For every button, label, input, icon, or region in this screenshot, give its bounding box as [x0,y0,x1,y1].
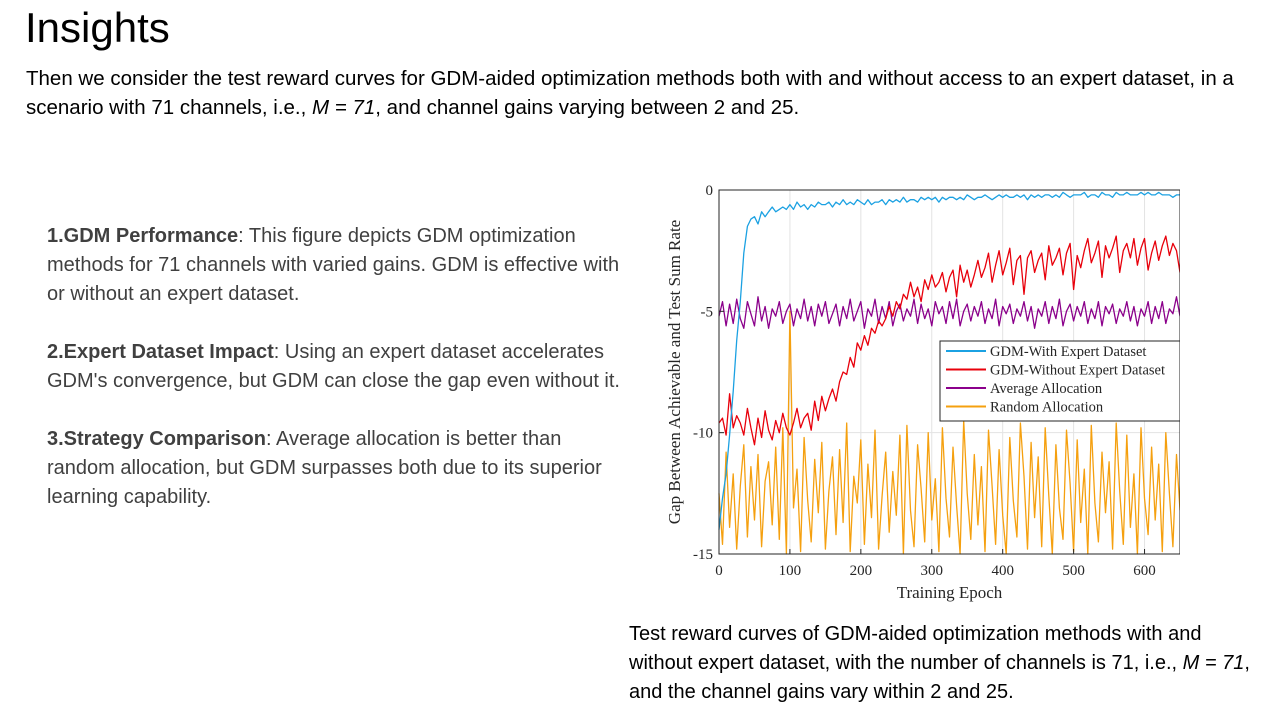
caption-text-end: , and the channel gains vary within 2 an… [629,652,1250,703]
intro-paragraph: Then we consider the test reward curves … [26,64,1236,122]
slide-title: Insights [25,4,170,51]
legend-label-3: Average Allocation [990,381,1103,397]
legend-label-1: GDM-With Expert Dataset [990,344,1146,360]
insight-body: : This figure depicts GDM optimization m… [47,225,620,305]
x-tick-label: 200 [850,563,873,579]
insight-heading: 2.Expert Dataset Impact [47,341,274,363]
x-tick-label: 0 [715,563,723,579]
insight-body: : Average allocation is better than rand… [47,428,602,508]
reward-curve-figure: 0 100 200 300 400 500 600 0 -5 -10 -15 Training Epo… [660,176,1180,608]
insight-point-strategy: 3.Strategy Comparison: Average allocatio… [47,425,622,512]
series-line-1 [718,191,1180,530]
insight-points: 1.GDM Performance: This figure depicts G… [47,222,622,541]
insight-heading: 1.GDM Performance [47,225,239,247]
series-line-3 [718,296,1180,329]
insight-point-expert-dataset: 2.Expert Dataset Impact: Using an expert… [47,338,622,396]
x-tick-label: 600 [1133,563,1156,579]
intro-text-start: Then we consider the test reward curves … [26,67,1234,119]
y-axis-label: Gap Between Achievable and Test Sum Rate [665,220,684,524]
legend-box [939,340,1180,422]
plot-frame [718,189,1180,555]
x-tick-label: 300 [921,563,944,579]
y-tick-label: 0 [706,183,714,199]
x-tick-label: 500 [1062,563,1085,579]
legend-label-2: GDM-Without Expert Dataset [990,363,1165,379]
legend-label-4: Random Allocation [990,400,1104,416]
insight-point-performance: 1.GDM Performance: This figure depicts G… [47,222,622,309]
caption-math: M = 71 [1182,652,1245,674]
insight-heading: 3.Strategy Comparison [47,428,266,450]
series-line-4 [718,310,1180,555]
insight-body: : Using an expert dataset accelerates GD… [47,341,620,392]
x-tick-label: 400 [991,563,1014,579]
intro-math: M = 71 [312,96,376,119]
figure-caption: Test reward curves of GDM-aided optimiza… [629,620,1269,707]
intro-text-end: , and channel gains varying between 2 an… [375,96,800,119]
y-tick-label: -5 [701,304,714,320]
x-axis-label: Training Epoch [897,583,1003,602]
series-line-2 [718,235,1180,446]
y-tick-label: -10 [693,426,713,442]
y-tick-label: -15 [693,547,713,563]
caption-text-start: Test reward curves of GDM-aided optimiza… [629,623,1202,674]
x-tick-label: 100 [779,563,802,579]
reward-curve-chart: 0 100 200 300 400 500 600 0 -5 -10 -15 Training Epo… [665,183,1180,602]
